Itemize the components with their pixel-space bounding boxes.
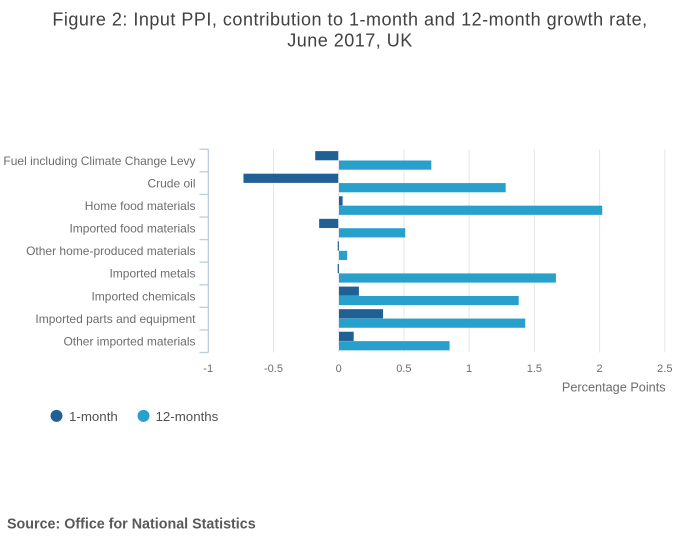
svg-text:Imported parts and equipment: Imported parts and equipment bbox=[35, 312, 196, 326]
svg-text:Figure 2: Input PPI, contribut: Figure 2: Input PPI, contribution to 1-m… bbox=[52, 10, 647, 30]
svg-text:Other home-produced materials: Other home-produced materials bbox=[26, 244, 195, 258]
svg-text:June 2017, UK: June 2017, UK bbox=[287, 30, 413, 50]
svg-text:Percentage Points: Percentage Points bbox=[562, 381, 666, 395]
svg-text:2.5: 2.5 bbox=[657, 363, 672, 375]
svg-text:0: 0 bbox=[336, 363, 342, 375]
svg-text:Fuel including Climate Change: Fuel including Climate Change Levy bbox=[3, 154, 195, 168]
svg-text:Crude oil: Crude oil bbox=[147, 176, 195, 190]
svg-text:2: 2 bbox=[597, 363, 603, 375]
svg-text:-0.5: -0.5 bbox=[264, 363, 283, 375]
svg-text:Other imported materials: Other imported materials bbox=[63, 334, 195, 348]
svg-text:Home food materials: Home food materials bbox=[85, 199, 196, 213]
svg-text:12-months: 12-months bbox=[156, 409, 219, 424]
svg-text:Imported metals: Imported metals bbox=[109, 267, 195, 281]
svg-text:Source: Office for National St: Source: Office for National Statistics bbox=[7, 517, 256, 533]
svg-text:1-month: 1-month bbox=[69, 409, 118, 424]
svg-text:1: 1 bbox=[466, 363, 472, 375]
svg-text:-1: -1 bbox=[203, 363, 213, 375]
svg-text:Imported food materials: Imported food materials bbox=[69, 222, 195, 236]
svg-text:Imported chemicals: Imported chemicals bbox=[91, 289, 195, 303]
svg-text:1.5: 1.5 bbox=[527, 363, 542, 375]
svg-text:0.5: 0.5 bbox=[396, 363, 411, 375]
